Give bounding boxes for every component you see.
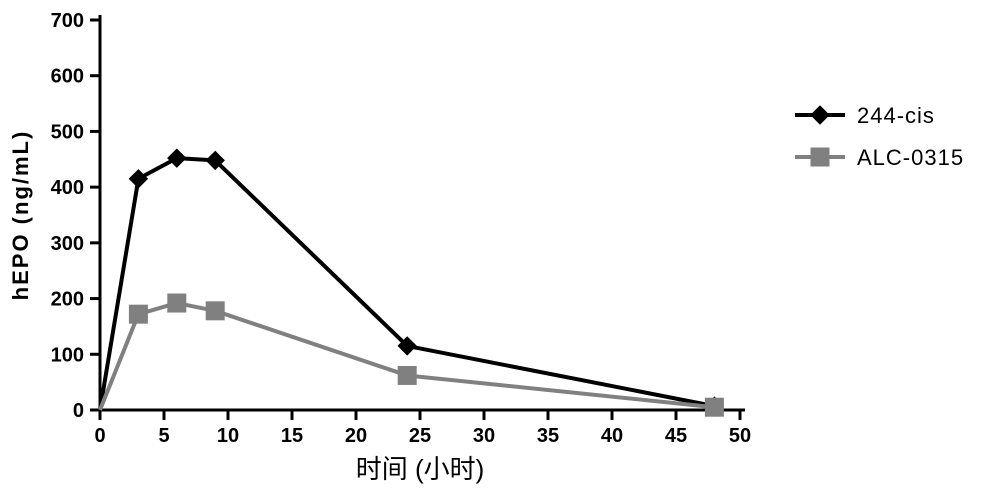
y-tick-label: 500 (51, 121, 84, 143)
marker-square (206, 302, 224, 320)
x-tick-label: 30 (473, 425, 495, 447)
legend-label: ALC-0315 (857, 145, 964, 170)
square-icon (811, 148, 829, 166)
x-tick-label: 50 (729, 425, 751, 447)
line-chart-svg: 0 100 200 300 400 500 600 700 0 5 10 15 20 25 30 35 40 45… (0, 0, 1000, 504)
y-tick-label: 200 (51, 289, 84, 311)
marker-square (398, 366, 416, 384)
x-tick-label: 20 (345, 425, 367, 447)
x-tick-label: 45 (665, 425, 687, 447)
y-tick-label: 300 (51, 233, 84, 255)
chart-container: 0 100 200 300 400 500 600 700 0 5 10 15 20 25 30 35 40 45… (0, 0, 1000, 504)
x-tick-label: 40 (601, 425, 623, 447)
marker-square (705, 398, 723, 416)
x-axis-title: 时间 (小时) (356, 454, 485, 484)
y-axis-title: hEPO (ng/mL) (8, 130, 33, 301)
x-tick-label: 35 (537, 425, 559, 447)
marker-square (168, 294, 186, 312)
y-tick-label: 700 (51, 10, 84, 32)
x-tick-label: 25 (409, 425, 431, 447)
y-tick-label: 400 (51, 177, 84, 199)
legend-label: 244-cis (857, 103, 935, 128)
legend-item: ALC-0315 (795, 145, 964, 170)
y-tick-label: 600 (51, 66, 84, 88)
y-tick-label: 0 (73, 400, 84, 422)
x-tick-label: 5 (158, 425, 169, 447)
x-tick-label: 0 (94, 425, 105, 447)
marker-square (129, 305, 147, 323)
y-tick-label: 100 (51, 344, 84, 366)
x-tick-label: 15 (281, 425, 303, 447)
x-tick-label: 10 (217, 425, 239, 447)
